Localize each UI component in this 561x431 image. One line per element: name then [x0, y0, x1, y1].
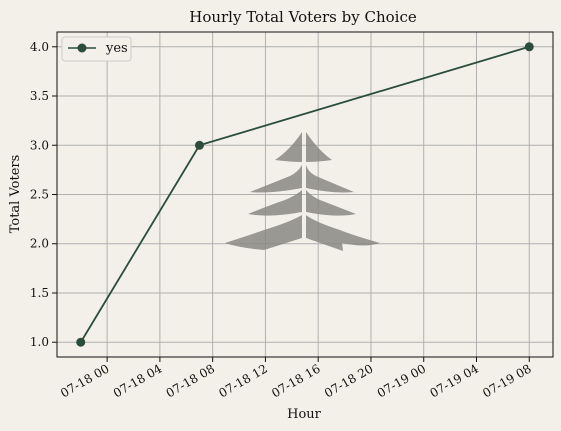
y-tick-label: 4.0	[30, 40, 49, 54]
legend-box	[61, 36, 132, 62]
y-tick-label: 3.5	[30, 89, 49, 103]
series-layer	[76, 42, 534, 347]
legend-label-yes: yes	[105, 41, 128, 56]
legend: yes	[61, 36, 132, 62]
pine-tree-icon	[225, 130, 380, 251]
grid	[57, 32, 553, 357]
y-tick-label: 2.5	[30, 188, 49, 202]
y-tick-label: 3.0	[30, 138, 49, 152]
y-tick-label: 1.0	[30, 335, 49, 349]
data-point	[76, 337, 86, 347]
y-tick-label: 1.5	[30, 286, 49, 300]
data-point	[194, 140, 204, 150]
data-point	[524, 42, 534, 52]
y-axis-label: Total Voters	[8, 155, 23, 234]
y-tick-label: 2.0	[30, 237, 49, 251]
y-axis: 1.0 1.5 2.0 2.5 3.0 3.5 4.0	[30, 40, 57, 349]
legend-marker-swatch	[77, 43, 87, 53]
chart-title: Hourly Total Voters by Choice	[189, 8, 417, 26]
x-axis-label: Hour	[287, 407, 322, 422]
